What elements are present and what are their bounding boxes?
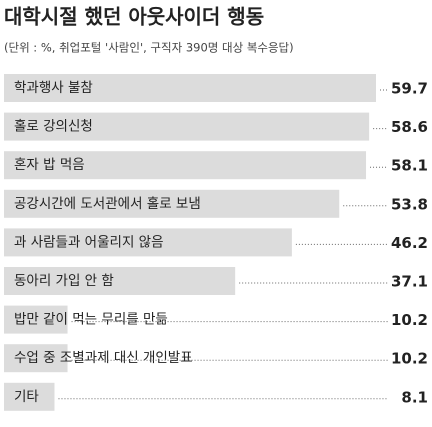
bar: [4, 228, 292, 257]
bar: [4, 267, 236, 295]
bar: [4, 112, 370, 141]
chart-subtitle: (단위 : %, 취업포털 '사람인', 구직자 390명 대상 복수응답): [4, 41, 294, 55]
value-label: 10.2: [391, 311, 428, 329]
category-label: 홀로 강의신청: [14, 119, 93, 135]
category-label: 공강시간에 도서관에서 홀로 보냄: [14, 196, 201, 212]
chart-title: 대학시절 했던 아웃사이더 행동: [4, 5, 264, 29]
category-label: 과 사람들과 어울리지 않음: [14, 234, 164, 250]
bar: [4, 74, 376, 102]
value-label: 53.8: [391, 195, 428, 213]
bar: [4, 382, 55, 411]
value-label: 59.7: [391, 80, 428, 98]
value-label: 37.1: [391, 273, 428, 291]
category-label: 밥만 같이 먹는 무리를 만듦: [14, 312, 168, 328]
category-label: 기타: [14, 389, 39, 405]
value-label: 58.6: [391, 118, 428, 136]
category-label: 학과행사 불참: [14, 80, 93, 96]
value-label: 58.1: [391, 157, 428, 175]
bar: [4, 344, 68, 373]
category-label: 혼자 밥 먹음: [14, 157, 85, 173]
value-label: 8.1: [401, 388, 428, 406]
value-label: 46.2: [391, 234, 428, 252]
category-label: 수업 중 조별과제 대신 개인발표: [14, 350, 193, 366]
value-label: 10.2: [391, 350, 428, 368]
bar: [4, 305, 68, 334]
bar: [4, 151, 367, 180]
category-label: 동아리 가입 안 함: [14, 273, 114, 289]
bar: [4, 189, 340, 218]
